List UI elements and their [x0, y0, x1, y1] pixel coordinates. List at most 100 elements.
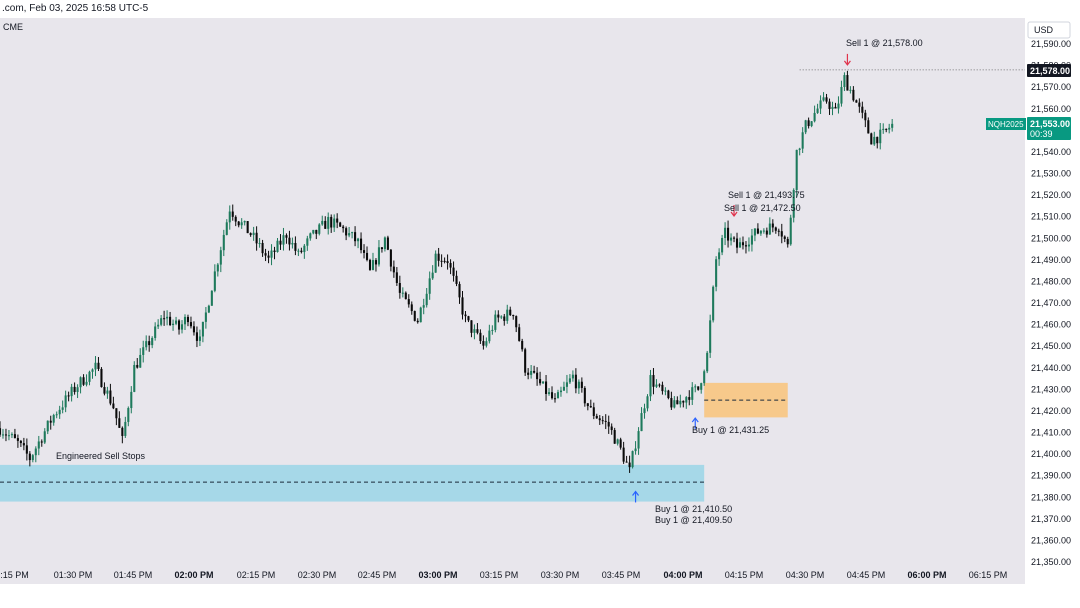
buy-arrow-icon[interactable] — [632, 490, 640, 503]
sell-a-label: Sell 1 @ 21,493.75 — [728, 190, 805, 200]
candle — [270, 244, 273, 266]
candle — [592, 402, 595, 420]
buy-arrow-icon[interactable] — [691, 417, 699, 430]
candle — [13, 428, 16, 439]
candle — [700, 382, 703, 394]
candle — [762, 228, 765, 234]
candle — [556, 389, 560, 399]
exchange-label: CME — [3, 22, 23, 32]
candle — [4, 428, 8, 442]
candle — [425, 287, 428, 308]
sell-arrow-icon[interactable] — [843, 53, 851, 66]
candle — [198, 329, 201, 347]
candle — [40, 439, 43, 447]
candle — [649, 369, 652, 402]
candle — [255, 226, 258, 251]
price-axis[interactable]: 21,590.0021,580.0021,570.0021,560.0021,5… — [1031, 39, 1071, 567]
candle — [219, 246, 222, 273]
candle — [640, 407, 643, 432]
candle — [458, 281, 461, 304]
price-tick-label: 21,450.00 — [1031, 341, 1071, 351]
candle — [491, 325, 494, 335]
candle — [273, 246, 276, 260]
candle — [685, 396, 688, 409]
candle — [133, 361, 136, 393]
sell-arrow-icon[interactable] — [730, 204, 738, 217]
candle — [282, 227, 285, 251]
candle — [732, 236, 736, 243]
candle — [386, 235, 389, 251]
entry-zone[interactable] — [704, 382, 788, 418]
candle — [413, 310, 416, 322]
candle — [670, 391, 673, 410]
candle — [706, 350, 709, 374]
candle — [34, 446, 37, 463]
candle — [88, 370, 91, 386]
candle — [473, 324, 476, 340]
candle — [861, 101, 864, 119]
candle — [679, 394, 682, 408]
candle — [389, 249, 392, 272]
sell-top-label: Sell 1 @ 21,578.00 — [846, 38, 923, 48]
candle — [231, 204, 234, 221]
candle — [318, 223, 321, 236]
candle — [828, 98, 831, 115]
candle — [515, 315, 518, 333]
price-tick-label: 21,570.00 — [1031, 82, 1071, 92]
time-tick-label: 04:45 PM — [847, 570, 886, 580]
candle — [362, 244, 366, 259]
candle — [673, 396, 676, 409]
axis-background — [1025, 18, 1080, 608]
candle — [843, 72, 846, 92]
candle — [795, 149, 798, 198]
currency-label: USD — [1034, 25, 1054, 35]
candle — [661, 381, 664, 395]
candles-layer — [0, 70, 894, 473]
candle — [392, 260, 395, 278]
candle — [595, 413, 598, 419]
candle — [807, 117, 810, 129]
candle — [321, 215, 324, 226]
candle — [542, 381, 545, 385]
last-price-value: 21,553.00 — [1030, 119, 1070, 129]
candle — [589, 399, 592, 408]
time-axis[interactable]: 1:15 PM 01:30 PM 01:45 PM 02:00 PM 02:15 PM 0… — [0, 570, 1007, 580]
candle — [667, 389, 670, 400]
candle — [628, 455, 631, 473]
candle — [309, 232, 312, 241]
candle — [213, 264, 216, 293]
ticker-badge — [986, 118, 1026, 130]
candle — [664, 387, 667, 396]
candle — [789, 214, 792, 246]
price-tick-label: 21,560.00 — [1031, 104, 1071, 114]
currency-box[interactable] — [1027, 21, 1071, 39]
candle — [228, 205, 231, 230]
sell-stops-zone[interactable] — [0, 464, 705, 502]
candle — [401, 287, 404, 298]
time-tick-label: 04:00 PM — [663, 570, 702, 580]
candle — [774, 226, 777, 234]
candle — [759, 230, 762, 236]
candle — [216, 263, 219, 277]
candle — [279, 234, 282, 250]
candle — [112, 396, 115, 410]
candle — [201, 321, 204, 343]
candle — [49, 415, 52, 430]
candle — [148, 335, 151, 352]
candle — [276, 238, 279, 253]
candle — [562, 381, 565, 391]
candle — [25, 438, 28, 461]
candle — [177, 319, 181, 335]
candle — [619, 437, 622, 450]
candle — [267, 250, 270, 264]
candle — [252, 226, 255, 241]
price-tick-label: 21,470.00 — [1031, 298, 1071, 308]
candle — [180, 320, 184, 334]
candle — [189, 316, 193, 329]
candle — [550, 386, 554, 400]
candle — [461, 290, 464, 320]
candle — [455, 270, 458, 287]
candle — [336, 213, 339, 229]
candle — [19, 439, 22, 447]
